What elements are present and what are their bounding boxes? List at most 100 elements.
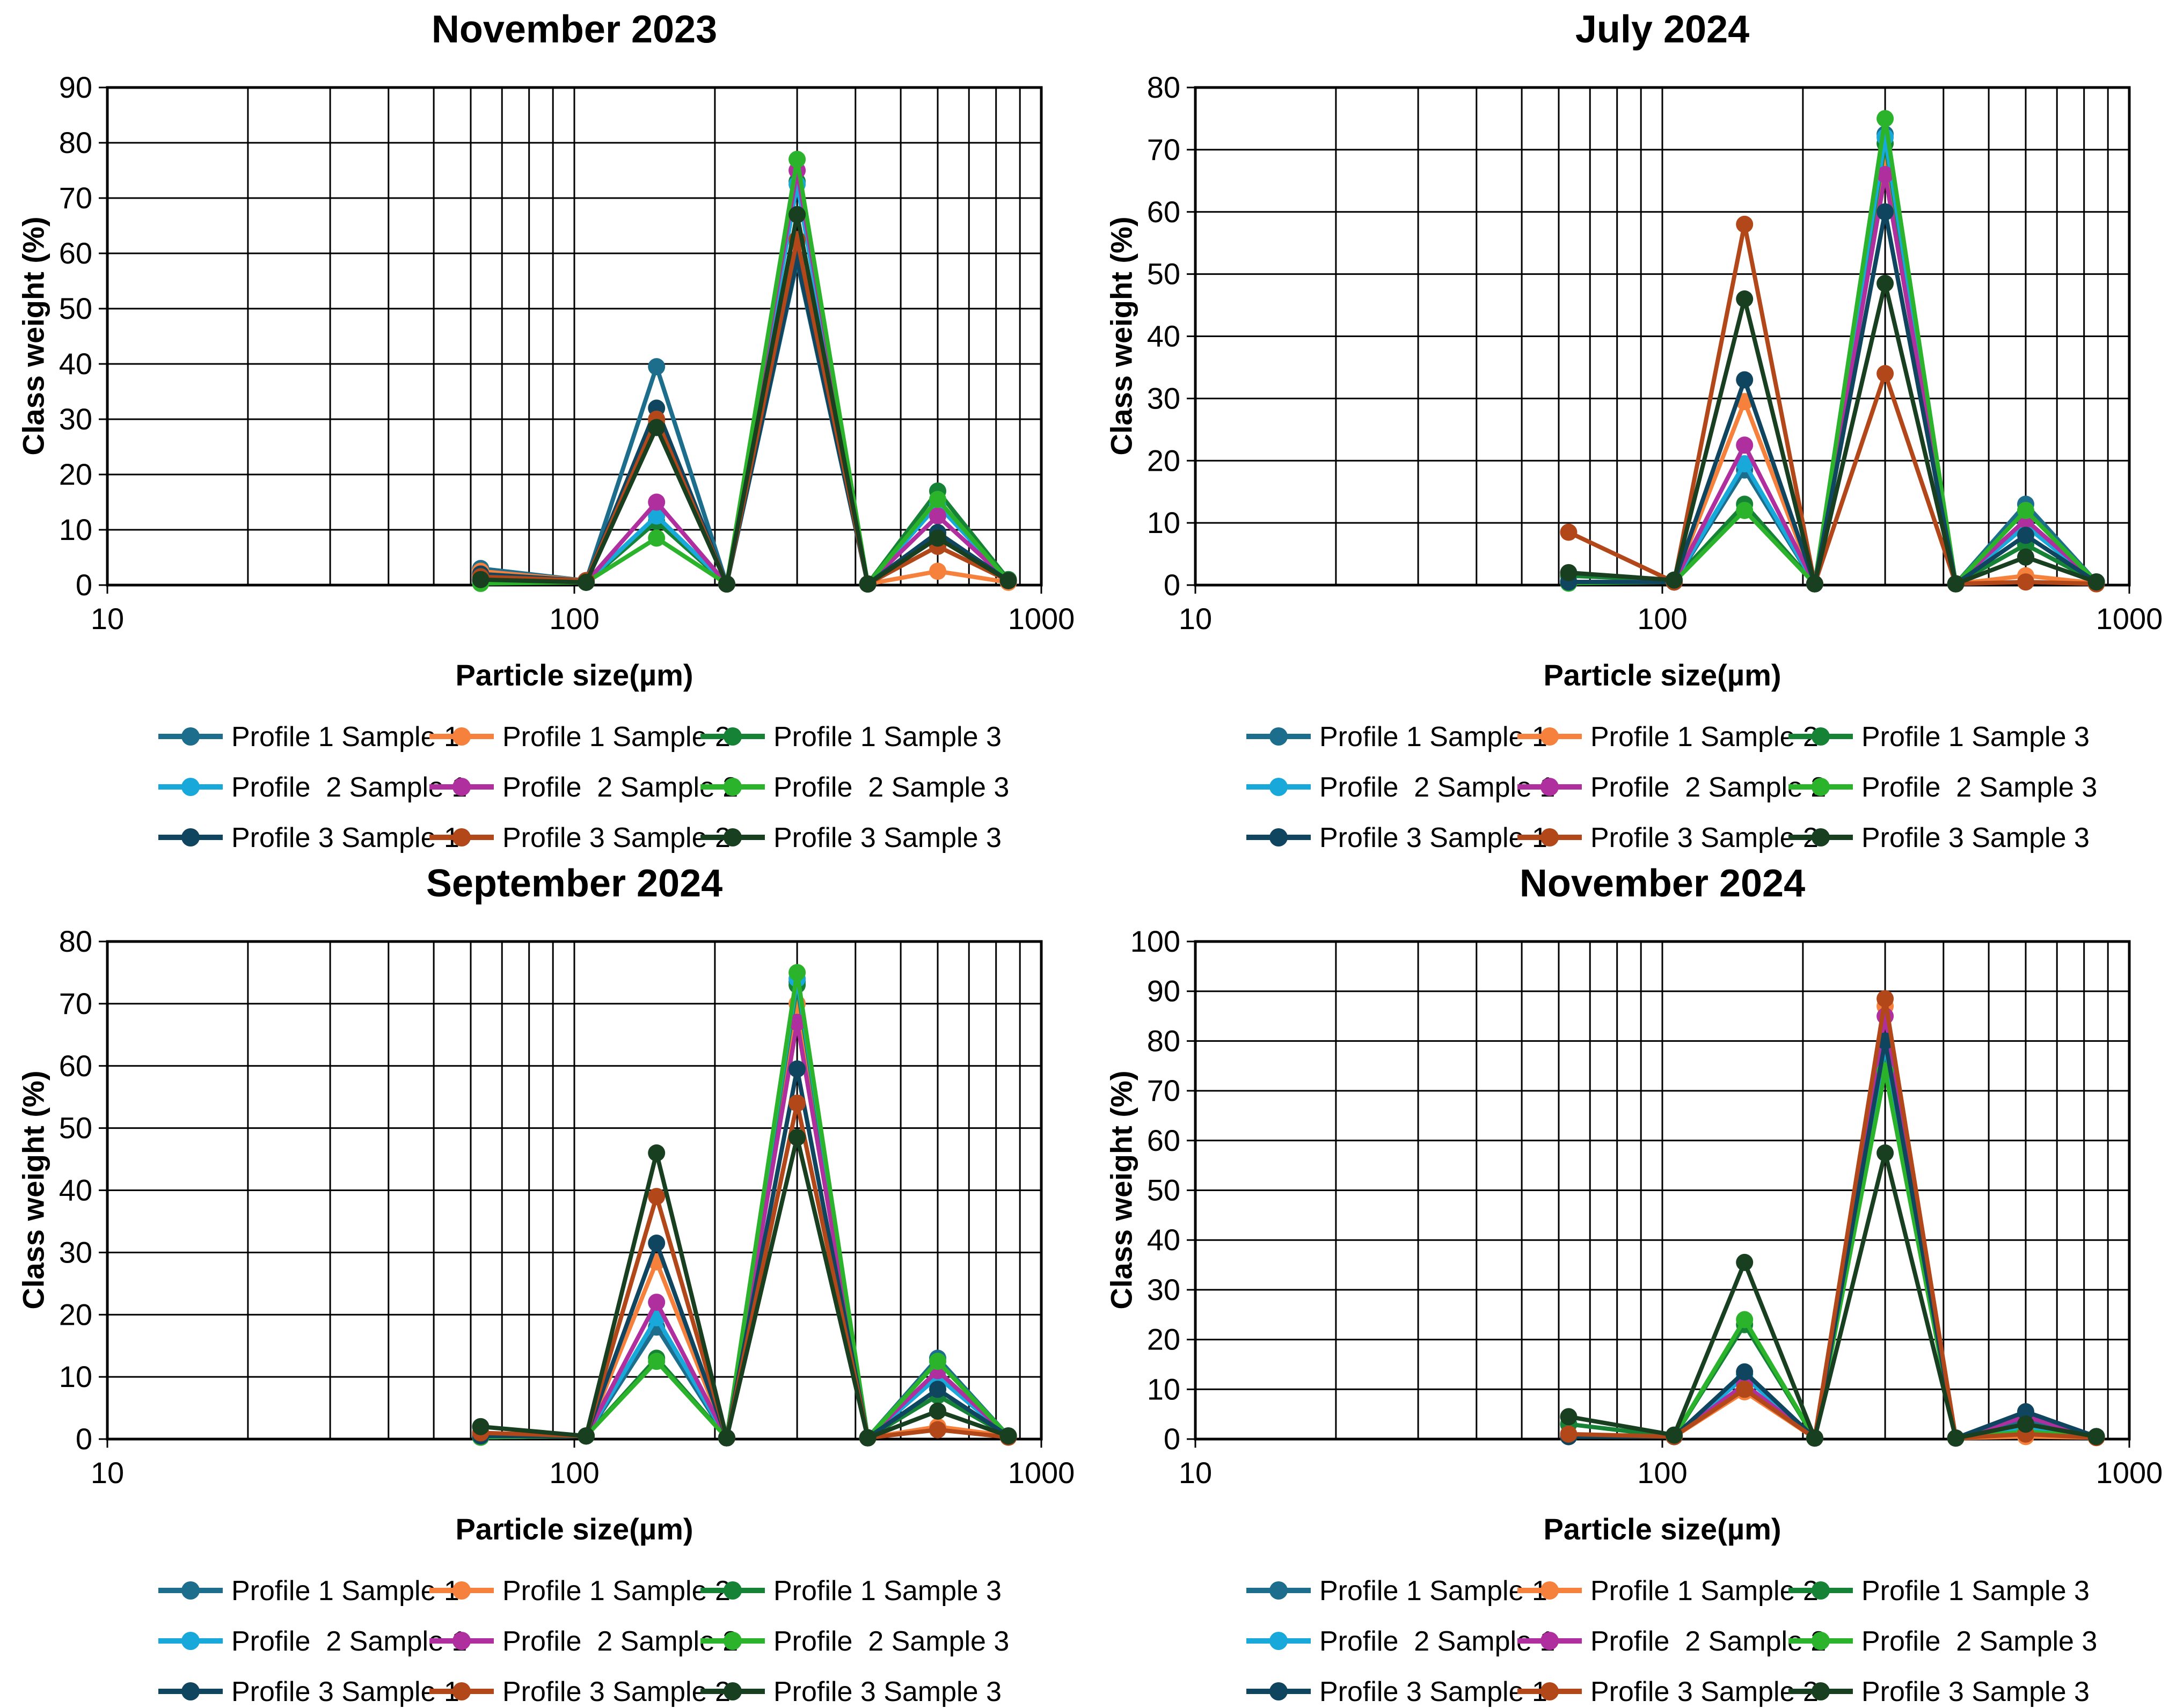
legend-marker-icon xyxy=(1540,1581,1559,1600)
legend-marker-icon xyxy=(452,1682,471,1700)
y-tick-label: 80 xyxy=(59,126,92,159)
data-point xyxy=(1560,564,1578,581)
legend-marker-icon xyxy=(1540,828,1559,846)
series-line xyxy=(480,1067,1010,1440)
legend-marker-icon xyxy=(181,778,200,796)
x-tick-label: 1000 xyxy=(1008,602,1075,636)
legend-item: Profile 2 Sample 2 xyxy=(1517,772,1826,803)
data-point xyxy=(2017,1403,2034,1421)
legend-label: Profile 1 Sample 2 xyxy=(502,721,731,753)
y-tick-label: 40 xyxy=(59,347,92,381)
y-tick-label: 70 xyxy=(1147,1074,1180,1107)
legend-item: Profile 3 Sample 3 xyxy=(700,1676,1002,1707)
legend-label: Profile 3 Sample 2 xyxy=(502,822,731,853)
legend-item: Profile 3 Sample 2 xyxy=(1517,822,1819,853)
chart-title: November 2024 xyxy=(1519,862,1806,905)
data-point xyxy=(929,1353,946,1370)
series-line xyxy=(480,970,1010,1440)
legend-item: Profile 1 Sample 3 xyxy=(700,721,1002,753)
legend-item: Profile 2 Sample 1 xyxy=(1246,772,1555,803)
chart-title: November 2023 xyxy=(431,8,718,51)
x-tick-label: 1000 xyxy=(1008,1456,1075,1490)
legend-item: Profile 2 Sample 3 xyxy=(700,772,1009,803)
y-tick-label: 40 xyxy=(1147,1223,1180,1257)
data-point xyxy=(788,206,806,223)
y-axis-title: Class weight (%) xyxy=(1104,216,1138,456)
legend-item: Profile 3 Sample 1 xyxy=(158,822,459,853)
data-point xyxy=(1736,501,1754,519)
y-tick-label: 90 xyxy=(1147,974,1180,1008)
x-tick-label: 100 xyxy=(549,602,599,636)
series-line xyxy=(1568,1069,2097,1441)
y-tick-label: 30 xyxy=(59,402,92,436)
legend-label: Profile 2 Sample 1 xyxy=(1319,772,1555,803)
data-point xyxy=(1560,523,1578,541)
legend-item: Profile 2 Sample 2 xyxy=(429,1626,738,1657)
legend-label: Profile 2 Sample 3 xyxy=(1861,772,2097,803)
legend-marker-icon xyxy=(181,1581,200,1600)
data-point xyxy=(718,1429,735,1447)
y-tick-label: 60 xyxy=(59,236,92,270)
legend-marker-icon xyxy=(1269,778,1288,796)
legend-item: Profile 3 Sample 1 xyxy=(1246,822,1547,853)
data-point xyxy=(648,1294,666,1311)
data-point xyxy=(1736,290,1754,308)
data-point xyxy=(1736,1381,1754,1398)
legend-marker-icon xyxy=(452,828,471,846)
data-point xyxy=(929,1381,946,1398)
y-tick-label: 50 xyxy=(1147,1173,1180,1207)
series-profile-3-sample-1 xyxy=(472,1060,1017,1447)
data-point xyxy=(859,1429,877,1447)
series-line xyxy=(1568,996,2097,1441)
y-tick-label: 50 xyxy=(59,1111,92,1145)
y-tick-label: 0 xyxy=(1164,568,1180,602)
legend-label: Profile 2 Sample 1 xyxy=(231,1626,467,1657)
axis-ticks xyxy=(1187,940,2130,1448)
data-point xyxy=(1736,371,1754,389)
legend-item: Profile 1 Sample 3 xyxy=(1788,1575,2090,1607)
data-point xyxy=(1876,1144,1894,1162)
plot-border xyxy=(1194,86,2131,587)
gridlines xyxy=(1195,86,2129,586)
y-tick-label: 0 xyxy=(76,568,92,602)
x-tick-label: 10 xyxy=(1179,602,1212,636)
legend: Profile 1 Sample 1 Profile 1 Sample 2 Prof… xyxy=(1246,1575,2097,1707)
data-point xyxy=(648,1144,666,1162)
y-tick-label: 0 xyxy=(1164,1422,1180,1456)
y-tick-label: 20 xyxy=(59,1297,92,1331)
data-point xyxy=(929,1421,946,1439)
data-point xyxy=(1736,1311,1754,1329)
data-point xyxy=(1736,215,1754,233)
data-point xyxy=(2017,501,2034,519)
legend-label: Profile 3 Sample 3 xyxy=(773,822,1002,853)
legend-item: Profile 3 Sample 1 xyxy=(158,1676,459,1707)
legend-marker-icon xyxy=(181,1682,200,1700)
legend-marker-icon xyxy=(1269,1632,1288,1650)
legend-marker-icon xyxy=(181,727,200,746)
legend-label: Profile 1 Sample 1 xyxy=(1319,1575,1547,1607)
series-profile-3-sample-3 xyxy=(472,206,1017,593)
series-line xyxy=(1568,172,2098,586)
x-tick-label: 1000 xyxy=(2096,602,2163,636)
y-tick-labels: 0 10 20 30 40 50 60 70 80 90 xyxy=(59,70,92,602)
plot-border xyxy=(106,940,1043,1441)
legend-marker-icon xyxy=(1812,1682,1830,1700)
legend-item: Profile 3 Sample 1 xyxy=(1246,1676,1547,1707)
axis-ticks xyxy=(99,940,1042,1448)
data-point xyxy=(929,1402,946,1420)
legend-label: Profile 2 Sample 3 xyxy=(773,772,1009,803)
legend-item: Profile 2 Sample 2 xyxy=(429,772,738,803)
x-tick-labels: 10 100 1000 xyxy=(91,1456,1075,1490)
legend-marker-icon xyxy=(452,778,471,796)
legend-item: Profile 2 Sample 1 xyxy=(158,772,467,803)
y-tick-label: 40 xyxy=(59,1173,92,1207)
axis-ticks xyxy=(99,86,1042,594)
y-axis-title: Class weight (%) xyxy=(16,216,50,456)
legend-label: Profile 1 Sample 3 xyxy=(773,721,1002,753)
legend-label: Profile 1 Sample 2 xyxy=(502,1575,731,1607)
chart-panel-july-2024: 0 10 20 30 40 50 60 70 80 10 100 1000 Profile 1 Samp… xyxy=(1088,0,2176,854)
legend-label: Profile 1 Sample 3 xyxy=(1861,721,2090,753)
data-point xyxy=(648,1234,666,1252)
